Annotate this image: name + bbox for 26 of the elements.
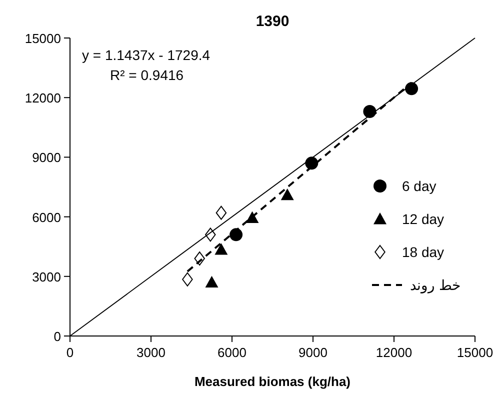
annotation: R² = 0.9416	[110, 67, 184, 83]
x-tick-label: 12000	[376, 345, 412, 360]
y-tick-label: 3000	[32, 269, 61, 284]
x-axis-title: Measured biomas (kg/ha)	[194, 374, 351, 389]
annotation: y = 1.1437x - 1729.4	[82, 47, 210, 63]
legend-label: 12 day	[402, 211, 444, 227]
y-tick-label: 9000	[32, 150, 61, 166]
point	[205, 276, 218, 288]
x-tick-label: 3000	[136, 345, 166, 360]
x-tick-label: 0	[66, 345, 74, 360]
y-tick-label: 15000	[24, 31, 61, 46]
point	[182, 272, 193, 286]
x-tick-label: 9000	[298, 345, 328, 360]
y-tick-label: 6000	[32, 210, 61, 225]
x-tick-label: 6000	[218, 345, 246, 360]
x-tick-label: 15000	[456, 345, 494, 360]
legend-label: خط روند	[410, 277, 461, 294]
y-tick-label: 0	[54, 329, 61, 344]
legend-label: 18 day	[402, 244, 444, 260]
legend-label: 6 day	[402, 178, 436, 194]
point	[280, 188, 294, 200]
point	[230, 228, 243, 242]
chart-title: 1390	[256, 13, 290, 30]
y-tick-label: 12000	[24, 90, 61, 106]
point	[214, 243, 228, 255]
point	[216, 206, 227, 220]
